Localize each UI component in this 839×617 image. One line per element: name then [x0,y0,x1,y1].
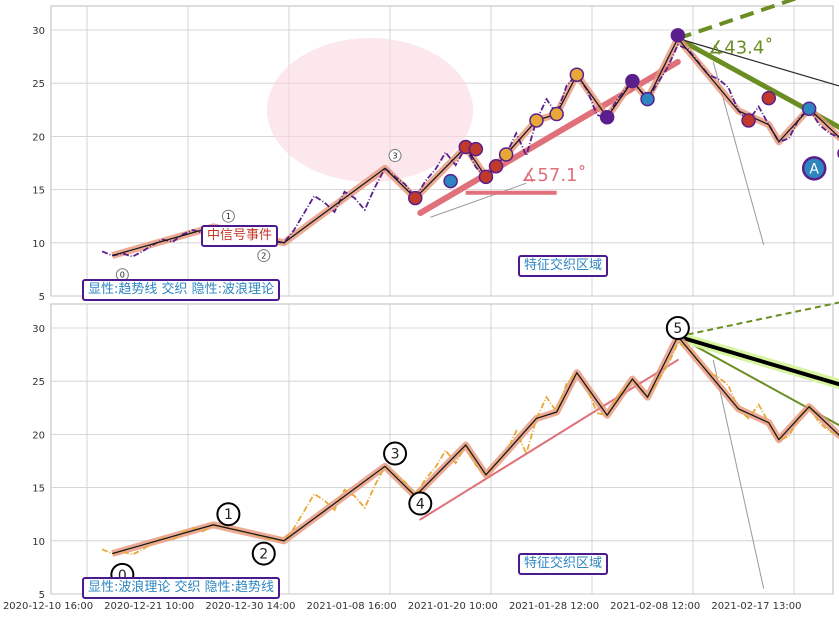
x-tick-label: 2020-12-21 10:00 [104,601,194,612]
wave-label-text: 5 [673,321,682,337]
wave-label-text: 2 [259,547,268,563]
y-tick-label: 15 [32,186,45,197]
angle-label-red: ∡57.1˚ [521,165,586,186]
wave-label-marker [408,491,433,516]
green-dashed-projection [677,301,839,338]
signal-marker [488,158,504,174]
signal-marker [625,73,640,89]
signal-marker [408,190,423,206]
panel-caption-top: 显性:趋势线 交织 隐性:波浪理论 [82,279,281,301]
signal-marker [569,67,585,82]
wave-label-marker [251,541,276,566]
plot-frame [50,303,834,595]
green-trend-line [676,36,839,130]
wave-label-text: 2 [261,252,266,261]
angle-label-green: ∡43.4˚ [708,37,773,58]
wave-label-text: 1 [224,507,233,523]
y-tick-label: 20 [32,430,45,441]
signal-marker [498,147,514,162]
arrow-pointer [430,182,527,218]
y-tick-label: 5 [39,292,45,303]
wave-label-marker [801,156,827,181]
signal-highlight-ellipse [267,38,473,182]
wave-label-text: 0 [120,271,125,280]
wave-label-marker [216,502,241,527]
signal-marker [478,169,494,185]
feature-zone-label-bottom: 特征交织区域 [518,553,609,575]
signal-marker [801,101,817,116]
y-tick-label: 10 [32,239,45,250]
wave-label-marker [257,249,271,263]
signal-marker [529,113,544,128]
feature-zone-label-top: 特征交织区域 [518,255,609,277]
signal-marker [741,113,756,128]
wave-label-text: 0 [118,568,127,584]
black-trend-line [677,334,839,387]
x-tick-label: 2021-01-28 12:00 [509,601,599,612]
wave-label-marker [221,209,235,223]
x-tick-label: 2020-12-10 16:00 [3,601,93,612]
wave-label-text: 4 [416,497,425,513]
x-tick-label: 2021-01-08 16:00 [307,601,397,612]
y-tick-label: 5 [39,590,45,601]
signal-marker [549,106,564,122]
signal-event-label: 中信号事件 [201,225,279,247]
signal-marker [670,28,686,43]
x-tick-label: 2021-01-20 10:00 [408,601,498,612]
y-tick-label: 30 [32,324,45,335]
y-tick-label: 20 [32,132,45,143]
y-tick-label: 30 [32,26,45,37]
signal-marker [443,173,458,189]
signal-marker [468,141,484,157]
wave-label-marker [665,316,690,340]
wave-line [112,335,839,555]
signal-marker [599,109,615,125]
signal-marker [761,90,776,106]
wave-label-text: 3 [393,152,398,161]
signal-marker [640,91,655,107]
green-trend-line [677,335,839,427]
wave-label-text: 1 [226,212,231,221]
wave-label-text: 3 [391,447,400,463]
wave-label-text: A [809,161,819,177]
zone-callout-line [712,359,765,589]
x-tick-label: 2021-02-08 12:00 [610,601,700,612]
top-panel: 510152025300123AB∡57.1˚∡43.4˚ [32,0,839,303]
y-tick-label: 15 [32,484,45,495]
x-tick-label: 2021-02-17 13:00 [711,601,801,612]
y-tick-label: 25 [32,377,45,388]
y-tick-label: 25 [32,79,45,90]
wave-label-marker [383,441,408,466]
panel-caption-bottom: 显性:波浪理论 交织 隐性:趋势线 [82,577,281,599]
bottom-panel: 5 10 15 20 25 30 0 1 2 3 4 5 [32,301,839,601]
y-tick-label: 10 [32,537,45,548]
green-dashed-projection [677,0,798,41]
x-tick-label: 2020-12-30 14:00 [205,601,295,612]
black-trend-line [677,37,839,87]
wave-label-marker [388,149,402,163]
